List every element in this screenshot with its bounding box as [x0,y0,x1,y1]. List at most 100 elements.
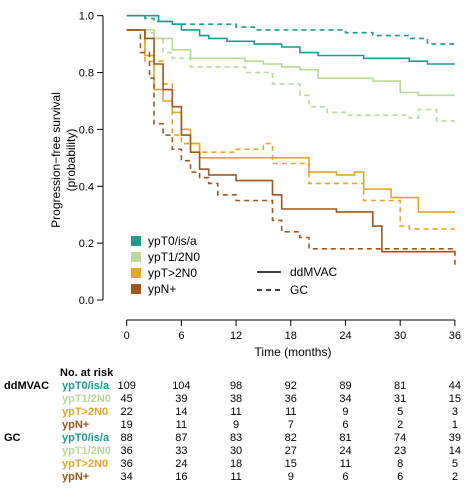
curve-ypt-2n0-ddmvac [126,29,455,213]
risk-value: 9 [342,406,348,418]
risk-value: 89 [339,380,351,392]
risk-value: 83 [230,432,242,444]
curve-ypn--gc [126,29,456,266]
legend-swatch [131,236,141,246]
legend-arm-label: GC [290,283,308,297]
y-tick-label: 0.4 [79,181,94,193]
risk-value: 11 [230,406,241,418]
risk-value: 2 [397,419,403,431]
risk-value: 7 [288,419,294,431]
x-tick-label: 6 [178,330,184,342]
curve-ypt0-is-a-ddmvac [126,14,455,65]
number-at-risk-table: No. at risk ddMVAC ypT0/is/a 109 104 98 92 89 8… [4,367,461,483]
risk-value: 6 [397,471,403,483]
risk-value: 30 [230,445,242,457]
risk-value: 9 [288,471,294,483]
legend-label: ypN+ [148,282,176,296]
risk-value: 23 [394,445,406,457]
risk-value: 44 [449,380,461,392]
risk-arm-label: ddMVAC [4,380,49,392]
risk-row-label: ypN+ [62,419,89,431]
risk-value: 14 [449,445,461,457]
curve-ypt1-2n0-ddmvac [126,29,455,97]
risk-value: 81 [339,432,351,444]
curve-ypt-2n0-gc [126,29,455,230]
curve-ypt1-2n0-gc [126,29,455,122]
risk-row-label: ypT0/is/a [62,432,110,444]
risk-value: 88 [121,432,133,444]
risk-value: 11 [340,458,351,470]
risk-row-label: ypT>2N0 [62,458,108,470]
risk-value: 1 [452,419,458,431]
risk-value: 27 [285,445,297,457]
legend: ypT0/is/a ypT1/2N0 ypT>2N0 ypN+ ddMVAC GC [131,234,337,297]
risk-value: 34 [121,471,133,483]
risk-row-label: ypT0/is/a [62,380,110,392]
risk-value: 2 [452,471,458,483]
curve-ypt0-is-a-gc [126,14,455,45]
risk-value: 39 [175,393,187,405]
risk-value: 33 [175,445,187,457]
legend-swatch [131,284,141,294]
risk-value: 36 [285,393,297,405]
legend-swatch [131,252,141,262]
x-tick-label: 0 [124,330,130,342]
x-tick-label: 12 [230,330,242,342]
risk-value: 5 [397,406,403,418]
risk-value: 6 [342,419,348,431]
x-axis-label: Time (months) [255,345,332,359]
risk-value: 11 [230,471,241,483]
risk-arm-label: GC [4,432,21,444]
risk-value: 36 [121,445,133,457]
risk-value: 18 [230,458,242,470]
risk-value: 3 [452,406,458,418]
risk-value: 98 [230,380,242,392]
legend-label: ypT1/2N0 [148,250,200,264]
y-axis-label-line-1: Progression−free survival [49,92,63,228]
x-tick-label: 36 [449,330,461,342]
risk-value: 34 [339,393,351,405]
curve-ypn--ddmvac [126,29,455,253]
risk-value: 104 [172,380,190,392]
y-tick-label: 0.8 [79,68,94,80]
legend-label: ypT0/is/a [148,234,197,248]
risk-value: 14 [175,406,187,418]
risk-value: 9 [233,419,239,431]
risk-value: 22 [121,406,133,418]
km-survival-chart: 0 6 12 18 24 30 36 0.0 0.2 0.4 0.6 0.8 1.0 ypT0/is/a… [49,11,461,359]
risk-value: 5 [452,458,458,470]
x-tick-label: 30 [394,330,406,342]
risk-value: 38 [230,393,242,405]
legend-arm-label: ddMVAC [290,265,337,279]
risk-value: 74 [394,432,406,444]
risk-value: 92 [285,380,297,392]
risk-value: 6 [342,471,348,483]
plot-axes: 0 6 12 18 24 30 36 0.0 0.2 0.4 0.6 0.8 1.0 [79,11,461,342]
risk-value: 39 [449,432,461,444]
y-tick-label: 0.0 [79,295,94,307]
risk-value: 36 [121,458,133,470]
risk-value: 31 [394,393,406,405]
risk-value: 11 [176,419,187,431]
risk-value: 24 [339,445,351,457]
risk-value: 19 [121,419,133,431]
risk-value: 45 [121,393,133,405]
risk-value: 15 [285,458,297,470]
survival-curves [126,14,456,266]
risk-value: 16 [175,471,187,483]
risk-value: 81 [394,380,406,392]
risk-value: 24 [175,458,187,470]
y-tick-label: 0.2 [79,238,94,250]
x-tick-label: 24 [339,330,351,342]
y-tick-label: 1.0 [79,11,94,23]
risk-row-label: ypT>2N0 [62,406,108,418]
risk-value: 8 [397,458,403,470]
x-tick-label: 18 [285,330,297,342]
risk-value: 15 [449,393,461,405]
risk-row-label: ypT1/2N0 [62,445,111,457]
risk-value: 11 [285,406,296,418]
risk-table-title: No. at risk [60,367,114,379]
legend-label: ypT>2N0 [148,266,197,280]
y-tick-label: 0.6 [79,124,94,136]
